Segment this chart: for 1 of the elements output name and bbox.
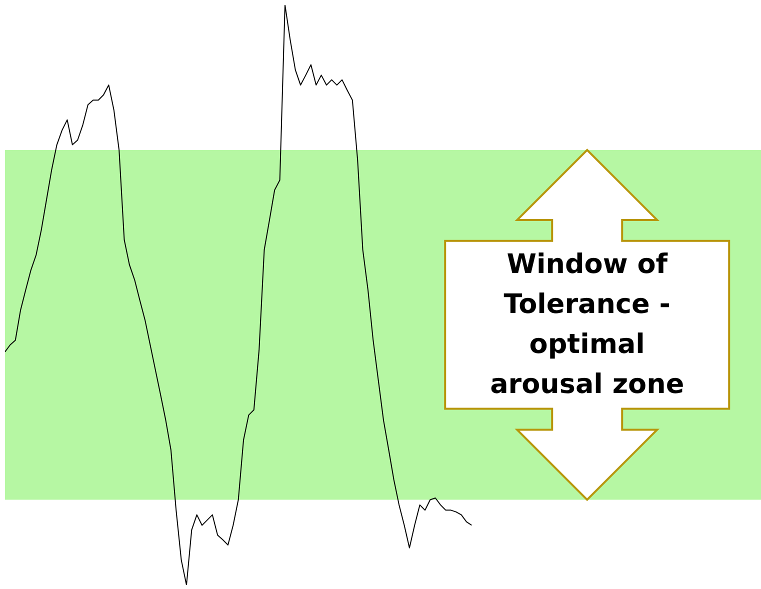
band-label: Window of Tolerance - optimal arousal zone: [490, 248, 685, 402]
